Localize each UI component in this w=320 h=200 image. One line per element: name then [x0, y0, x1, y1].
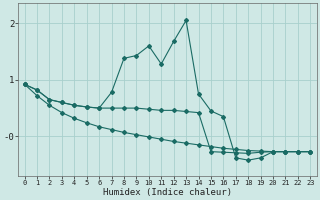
X-axis label: Humidex (Indice chaleur): Humidex (Indice chaleur): [103, 188, 232, 197]
